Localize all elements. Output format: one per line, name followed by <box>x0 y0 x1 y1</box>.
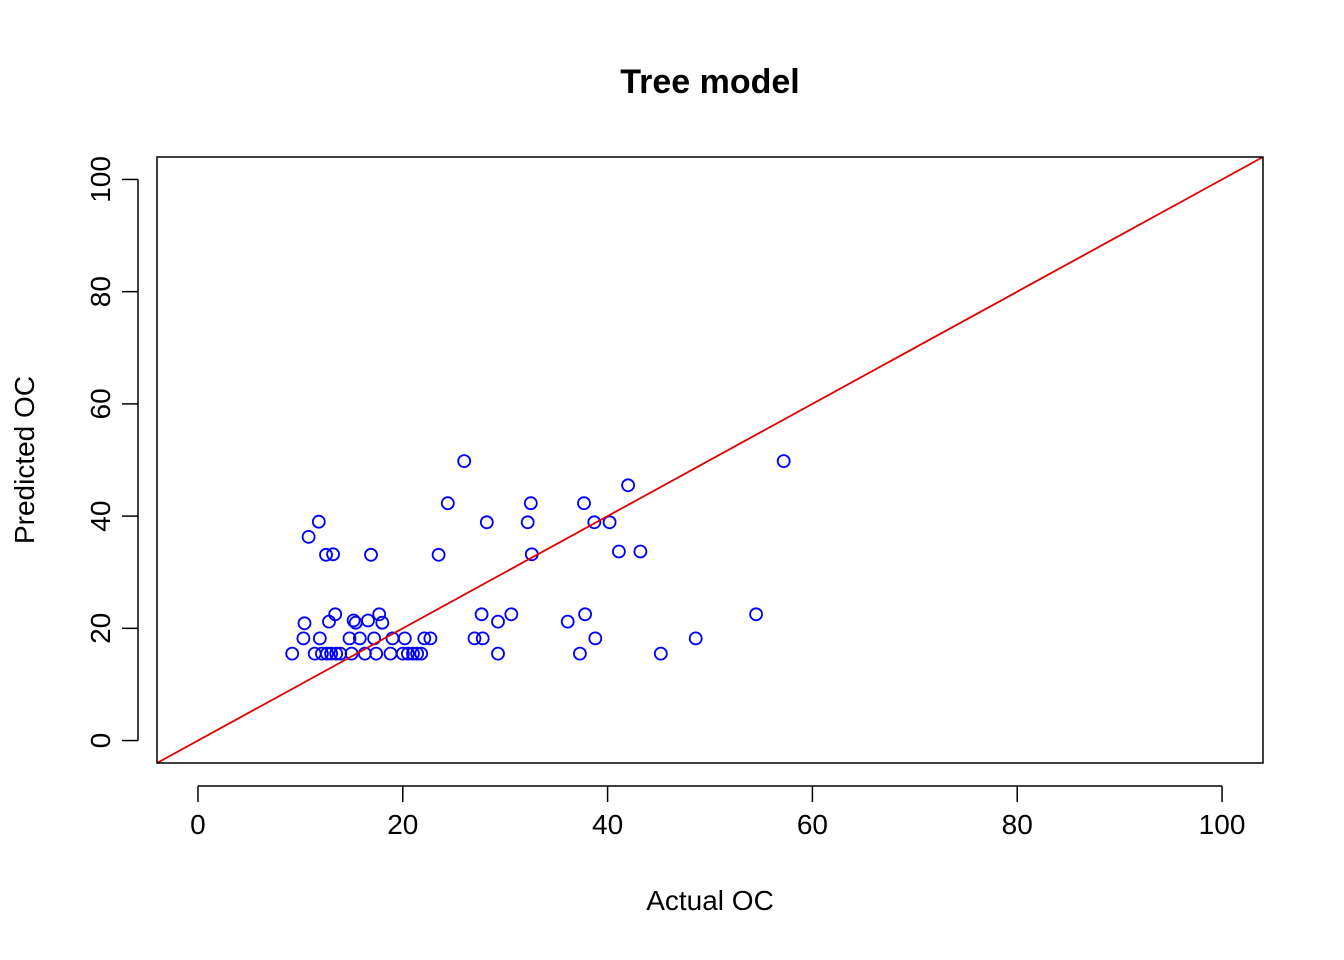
y-tick-label: 80 <box>85 276 116 307</box>
data-point <box>621 478 635 493</box>
data-point <box>410 646 425 661</box>
x-tick-label: 20 <box>387 809 418 840</box>
data-point <box>352 631 367 646</box>
data-point <box>383 646 398 661</box>
y-axis-label: Predicted OC <box>9 376 40 544</box>
data-point <box>491 646 505 661</box>
plot-frame <box>156 156 1264 764</box>
points-layer <box>285 454 791 661</box>
data-point <box>491 614 505 629</box>
data-point <box>314 646 329 661</box>
data-point <box>467 631 482 646</box>
x-axis: 0 20 40 60 80 100 <box>190 785 1246 840</box>
data-point <box>431 547 446 562</box>
data-point <box>397 631 412 646</box>
data-point <box>612 544 626 559</box>
data-point <box>633 544 648 559</box>
data-point <box>406 646 420 661</box>
data-point <box>479 515 494 530</box>
data-point <box>688 631 703 646</box>
data-point <box>372 607 387 622</box>
data-point <box>653 646 668 661</box>
data-point <box>342 631 357 646</box>
data-point <box>578 607 592 622</box>
data-point <box>474 607 489 622</box>
x-tick-label: 0 <box>190 809 206 840</box>
data-point <box>520 515 535 530</box>
data-point <box>320 646 334 661</box>
data-point <box>324 646 339 661</box>
x-tick-label: 80 <box>1002 809 1033 840</box>
reference-line <box>156 156 1264 764</box>
y-tick-label: 60 <box>85 388 116 419</box>
data-point <box>329 646 344 661</box>
data-point <box>577 496 591 511</box>
data-point <box>301 530 316 544</box>
data-point <box>346 613 361 628</box>
y-tick-label: 40 <box>85 501 116 532</box>
x-tick-label: 100 <box>1199 809 1246 840</box>
data-point <box>457 454 472 469</box>
chart-title: Tree model <box>620 63 800 101</box>
data-point <box>523 496 538 511</box>
data-point <box>319 547 333 562</box>
x-axis-label: Actual OC <box>646 885 774 916</box>
x-tick-label: 60 <box>797 809 828 840</box>
data-point <box>285 646 300 661</box>
data-point <box>326 547 341 562</box>
data-point <box>440 496 455 511</box>
data-point <box>588 631 603 646</box>
data-point <box>504 607 519 622</box>
data-point <box>776 454 791 469</box>
data-point <box>573 646 587 661</box>
data-point <box>560 614 575 629</box>
data-point <box>395 646 410 661</box>
data-point <box>296 631 311 646</box>
data-point <box>364 547 378 562</box>
data-point <box>749 607 763 622</box>
data-point <box>328 607 343 622</box>
y-tick-label: 100 <box>85 156 116 203</box>
data-point <box>417 631 432 646</box>
y-tick-label: 20 <box>85 613 116 644</box>
y-axis: 0 20 40 60 80 100 <box>85 156 139 749</box>
data-point <box>602 515 617 530</box>
data-point <box>475 631 490 646</box>
data-point <box>312 631 327 646</box>
data-point <box>322 614 336 629</box>
data-point <box>414 646 429 661</box>
y-tick-label: 0 <box>85 733 116 749</box>
data-point <box>400 646 415 661</box>
data-point <box>369 646 384 661</box>
data-point <box>297 616 312 631</box>
data-point <box>587 515 602 530</box>
data-point <box>423 631 438 646</box>
data-point <box>361 613 375 628</box>
data-point <box>311 514 326 529</box>
data-point <box>375 615 390 630</box>
reference-line-layer <box>156 156 1264 764</box>
x-tick-label: 40 <box>592 809 623 840</box>
